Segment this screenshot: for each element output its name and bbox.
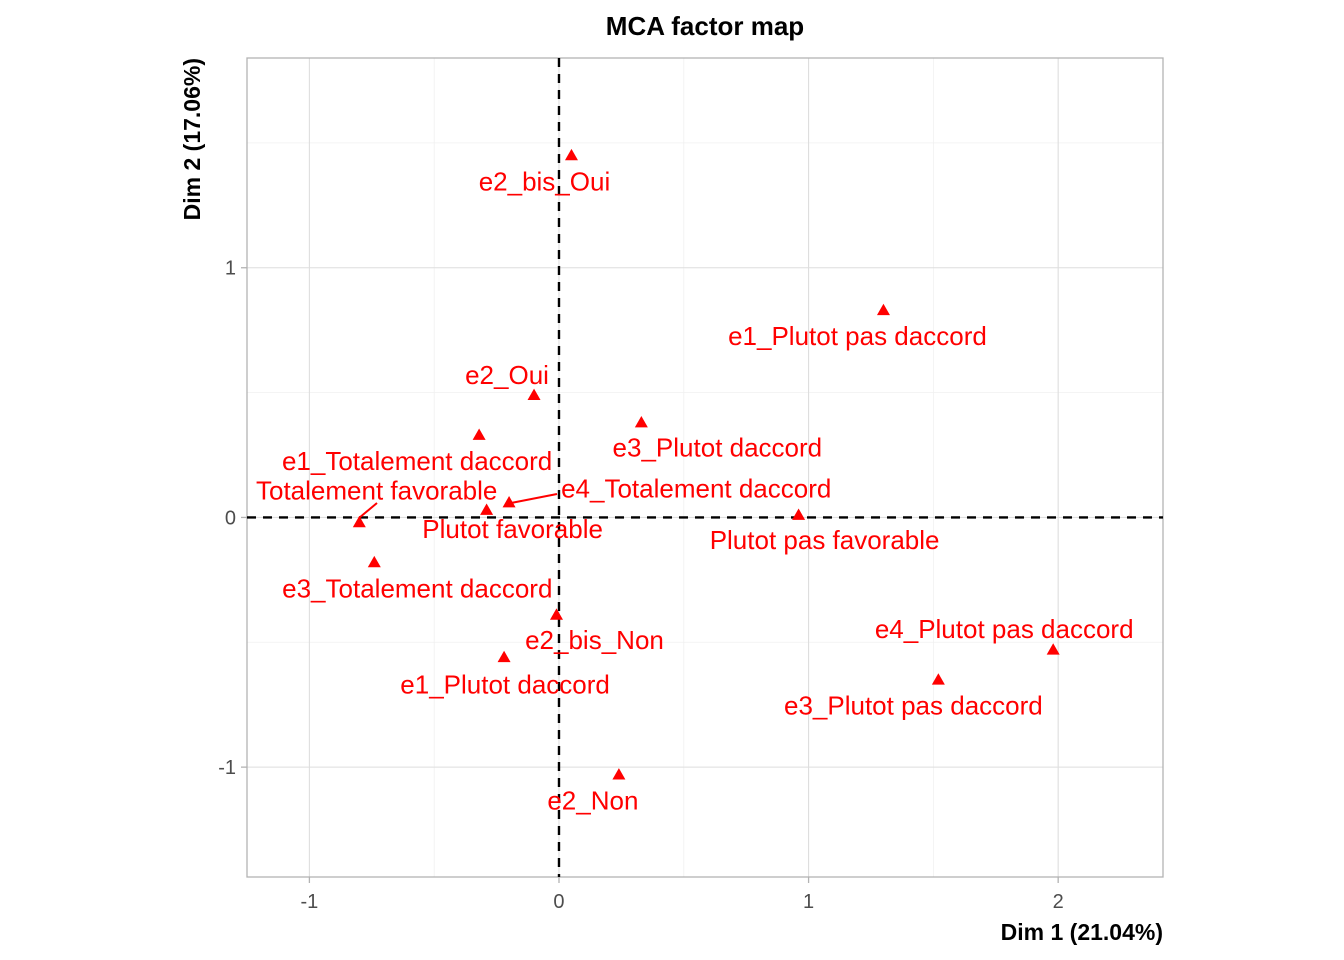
data-point-marker: [497, 650, 511, 663]
x-axis-title: Dim 1 (21.04%): [1001, 919, 1163, 945]
data-point-label: e3_Plutot pas daccord: [784, 691, 1043, 721]
data-point-label: e4_Plutot pas daccord: [875, 614, 1134, 644]
data-point-marker: [792, 508, 806, 520]
data-point-marker: [1046, 643, 1060, 655]
data-point-label: Plutot favorable: [422, 514, 603, 544]
data-point-label: e1_Totalement daccord: [282, 446, 552, 476]
data-point-label: e2_Oui: [465, 360, 549, 390]
y-tick-label: 1: [225, 258, 236, 280]
data-point-label: Plutot pas favorable: [710, 525, 940, 555]
x-tick-label: 2: [1053, 891, 1064, 913]
data-point-marker: [472, 428, 486, 440]
data-point-marker: [367, 555, 381, 568]
data-point-marker: [564, 148, 578, 161]
data-point-marker: [931, 673, 945, 685]
y-tick-label: 0: [225, 507, 236, 529]
data-point-label: e1_Plutot daccord: [400, 669, 610, 699]
axis-layer: -1 0 1 2 -1 0 1: [218, 57, 1164, 913]
data-point-marker: [352, 515, 366, 528]
y-axis-title: Dim 2 (17.06%): [179, 58, 205, 220]
data-point-marker: [612, 768, 626, 780]
data-point-marker: [876, 303, 890, 316]
data-point-label: e4_Totalement daccord: [561, 473, 831, 503]
x-tick-label: 1: [803, 891, 814, 913]
x-tick-label: 0: [553, 891, 564, 913]
data-point-marker: [502, 495, 516, 508]
data-point-marker: [634, 416, 648, 428]
x-tick-label: -1: [300, 891, 318, 913]
data-point-label: Totalement favorable: [256, 475, 497, 505]
data-point-label: e2_bis_Oui: [479, 166, 611, 196]
y-tick-label: -1: [218, 757, 236, 779]
data-point-label: e3_Totalement daccord: [282, 573, 552, 603]
data-point-marker: [527, 388, 541, 400]
data-point-label: e3_Plutot daccord: [613, 433, 823, 463]
panel-border: [246, 57, 1164, 878]
data-point-marker: [549, 608, 563, 620]
data-point-label: e2_Non: [547, 786, 638, 816]
label-leader-line: [358, 502, 378, 519]
chart-title: MCA factor map: [606, 11, 804, 41]
label-leader-line: [510, 493, 558, 504]
point-layer: [352, 148, 1060, 780]
data-point-marker: [480, 503, 494, 515]
data-point-label: e2_bis_Non: [525, 625, 664, 655]
label-layer: e2_bis_Oui e1_Plutot pas daccord e2_Oui e1_…: [256, 166, 1134, 815]
data-point-label: e1_Plutot pas daccord: [728, 321, 987, 351]
